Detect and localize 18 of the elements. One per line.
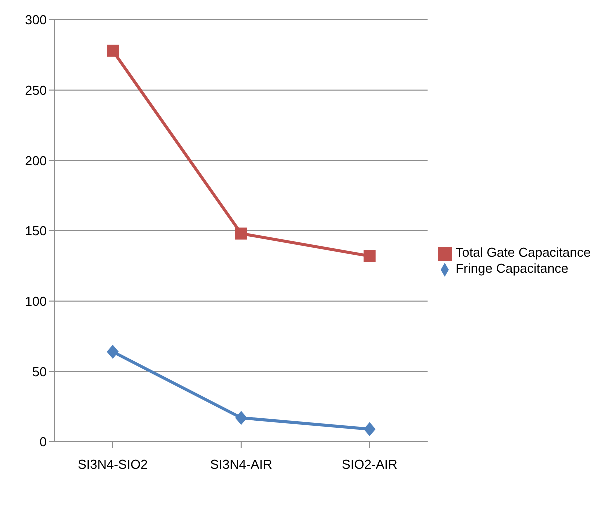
point bbox=[107, 344, 119, 359]
y-tick-label: 200 bbox=[25, 153, 47, 168]
x-tick-label: SI3N4-SIO2 bbox=[78, 457, 148, 472]
legend-label: Fringe Capacitance bbox=[456, 261, 569, 276]
point bbox=[364, 422, 376, 436]
point bbox=[235, 228, 248, 240]
y-tick-label: 150 bbox=[25, 224, 47, 239]
point bbox=[107, 44, 119, 57]
y-tick-label: 50 bbox=[32, 364, 47, 380]
legend-label: Total Gate Capacitance bbox=[456, 245, 591, 260]
point bbox=[235, 411, 248, 426]
x-tick-label: SIO2-AIR bbox=[342, 457, 398, 472]
point bbox=[364, 250, 376, 262]
y-tick-label: 100 bbox=[25, 294, 47, 309]
x-tick-label: SI3N4-AIR bbox=[210, 457, 272, 472]
y-tick-label: 300 bbox=[25, 12, 47, 28]
y-tick-label: 0 bbox=[40, 434, 47, 450]
y-tick-label: 250 bbox=[25, 82, 47, 98]
